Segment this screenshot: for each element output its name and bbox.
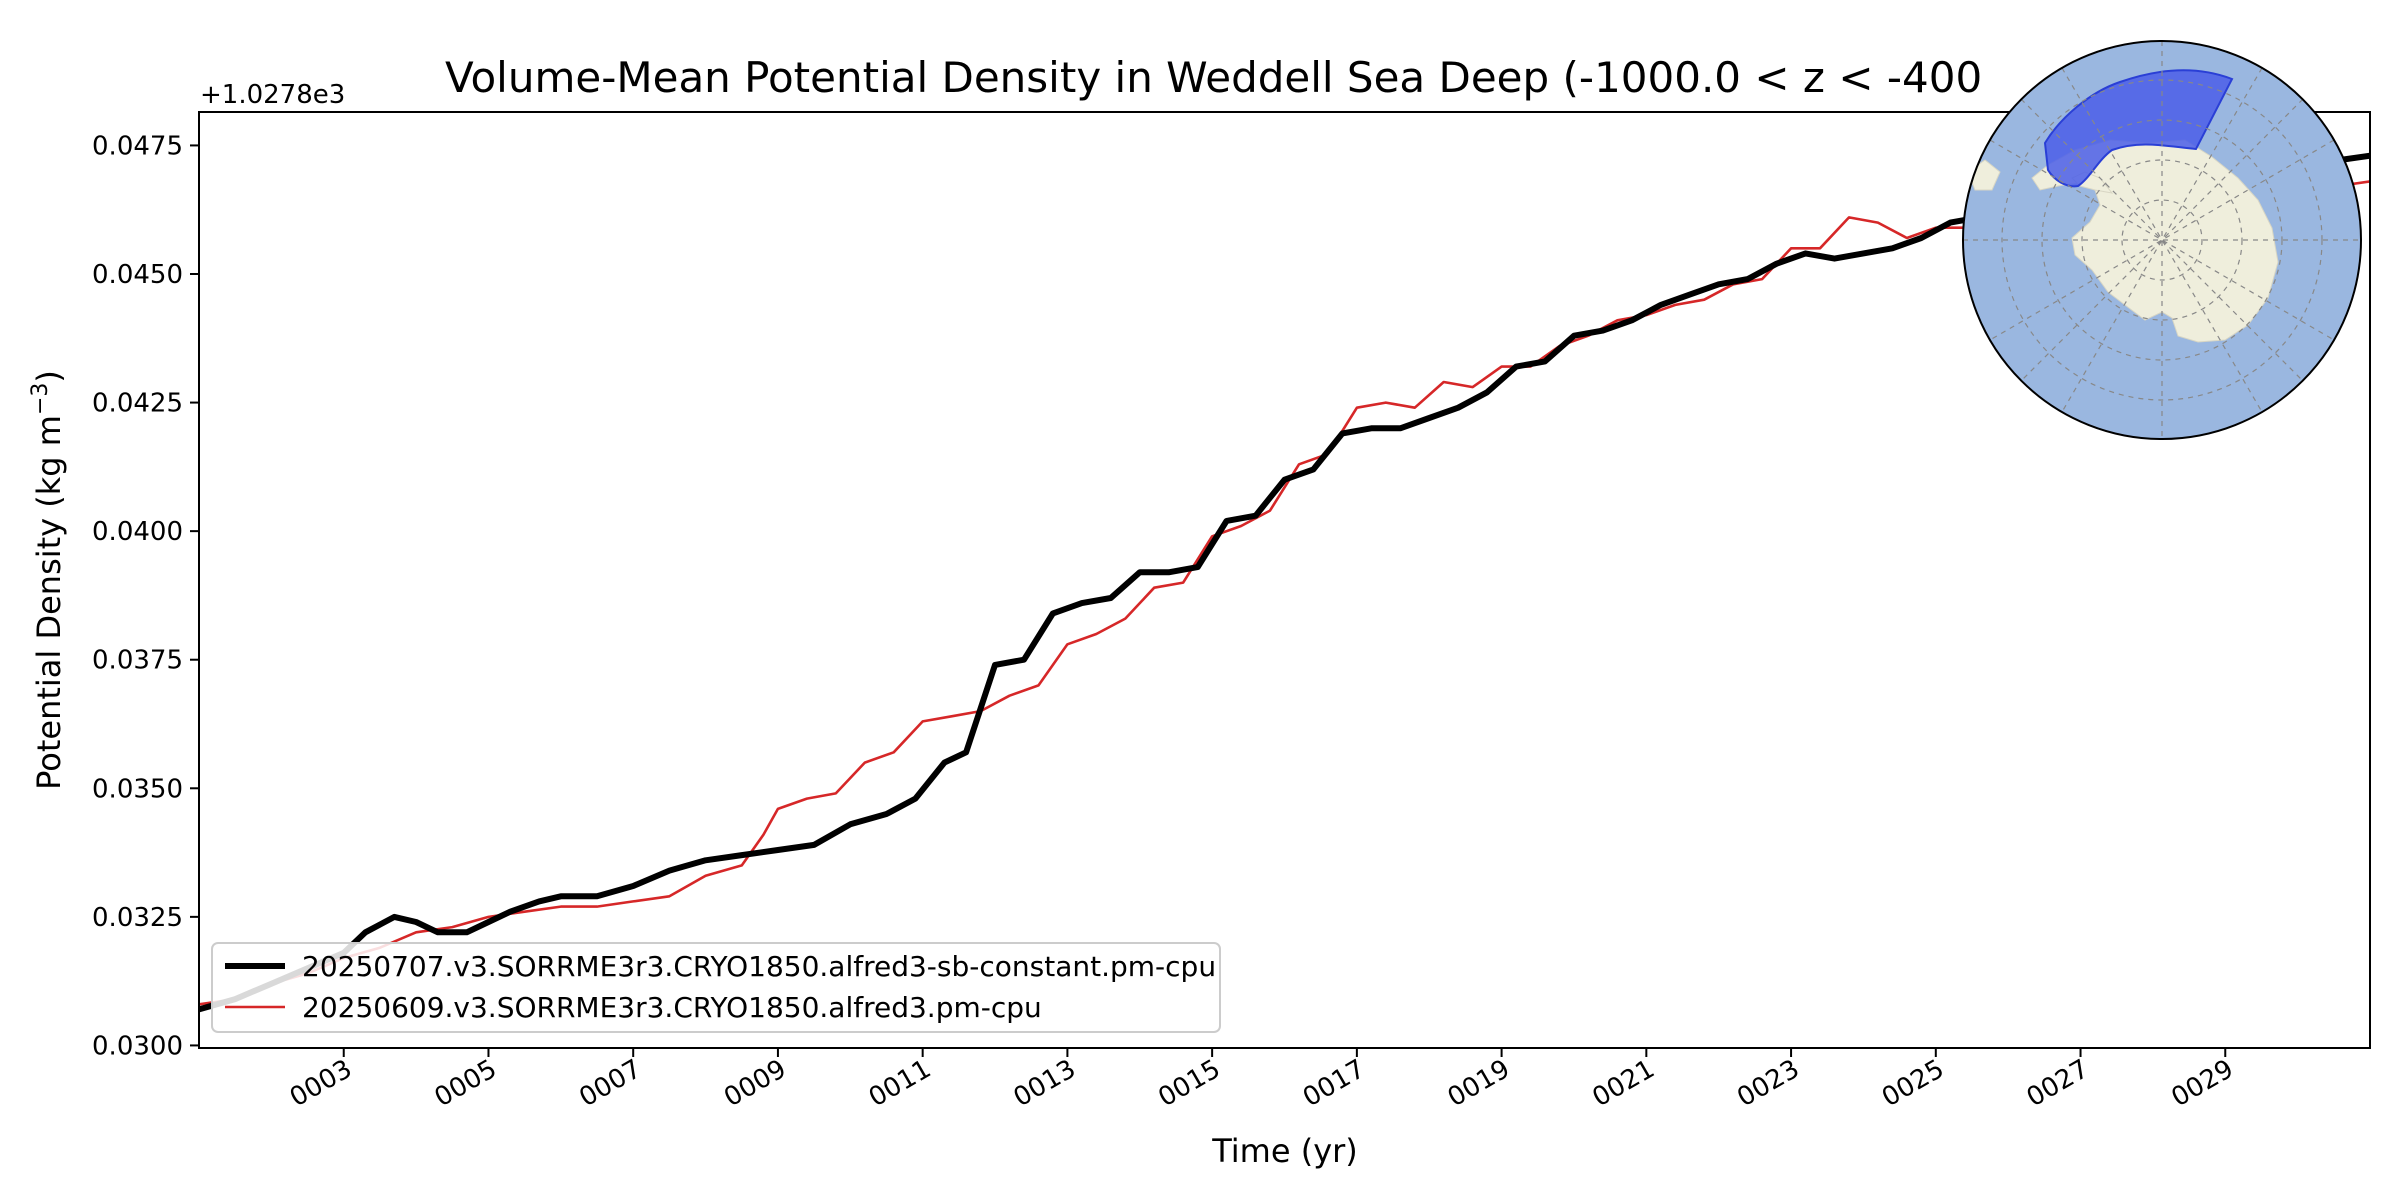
y-tick-label: 0.0475	[92, 131, 183, 161]
x-tick-label: 0025	[1877, 1054, 1949, 1113]
x-tick-label: 0009	[719, 1054, 791, 1113]
x-tick-label: 0021	[1588, 1054, 1660, 1113]
y-tick-label: 0.0325	[92, 903, 183, 933]
x-tick-label: 0015	[1153, 1054, 1225, 1113]
map-border	[1962, 40, 2362, 440]
series-line-alfred3	[199, 180, 2370, 1006]
y-axis: 0.0300 0.0325 0.0350 0.0375 0.0400 0.0425 0.04…	[92, 131, 199, 1061]
x-axis: 0003 0005 0007 0009 0011 0013 0015 0017 0019 0021…	[285, 1048, 2239, 1113]
x-tick-label: 0005	[430, 1054, 502, 1113]
x-tick-label: 0023	[1732, 1054, 1804, 1113]
y-axis-label-close: )	[30, 370, 68, 382]
axis-offset-label: +1.0278e3	[200, 80, 345, 110]
x-axis-label: Time (yr)	[1211, 1132, 1358, 1170]
x-tick-label: 0013	[1009, 1054, 1081, 1113]
x-tick-label: 0027	[2022, 1054, 2094, 1113]
legend-frame	[211, 942, 1221, 1033]
y-tick-label: 0.0350	[92, 774, 183, 804]
y-tick-label: 0.0450	[92, 260, 183, 290]
legend-label-alfred3-sb-constant: 20250707.v3.SORRME3r3.CRYO1850.alfred3-s…	[302, 950, 1216, 983]
chart-title: Volume-Mean Potential Density in Weddell…	[445, 53, 1982, 102]
map-graticule	[1963, 41, 2361, 439]
y-tick-label: 0.0300	[92, 1031, 183, 1061]
series-line-alfred3-sb-constant	[199, 152, 2370, 1013]
legend-label-alfred3: 20250609.v3.SORRME3r3.CRYO1850.alfred3.p…	[302, 991, 1042, 1024]
x-tick-label: 0017	[1298, 1054, 1370, 1113]
plot-frame	[198, 111, 2371, 1049]
x-tick-label: 0007	[574, 1054, 646, 1113]
weddell-sea-region	[2043, 69, 2234, 188]
x-tick-label: 0029	[2166, 1054, 2238, 1113]
y-tick-label: 0.0400	[92, 517, 183, 547]
y-axis-label: Potential Density (kg m−3)	[28, 370, 68, 790]
y-tick-label: 0.0375	[92, 646, 183, 676]
legend: 20250707.v3.SORRME3r3.CRYO1850.alfred3-s…	[211, 942, 1221, 1033]
y-axis-label-superscript: −3	[28, 383, 53, 415]
y-tick-label: 0.0425	[92, 389, 183, 419]
inset-map	[1962, 40, 2362, 440]
x-tick-label: 0011	[864, 1054, 936, 1113]
x-tick-label: 0019	[1443, 1054, 1515, 1113]
x-tick-label: 0003	[285, 1054, 357, 1113]
